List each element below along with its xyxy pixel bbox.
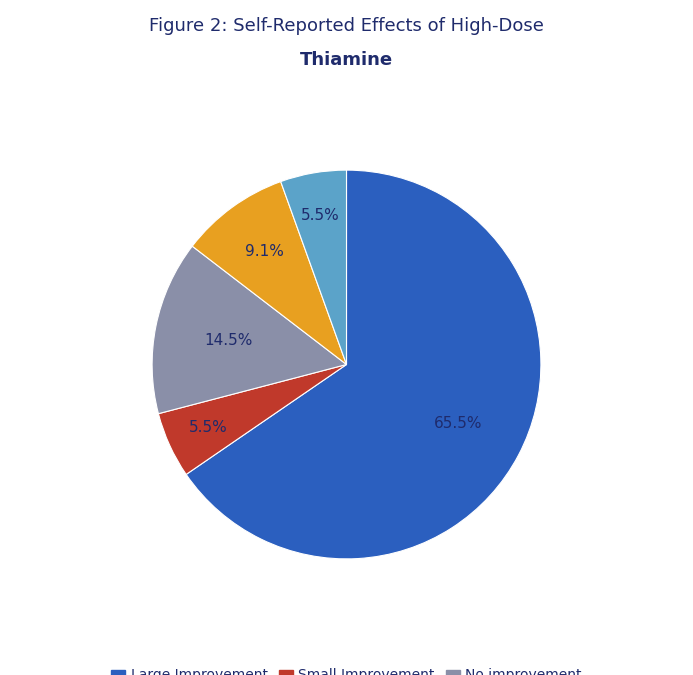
Text: 14.5%: 14.5% <box>204 333 252 348</box>
Text: 5.5%: 5.5% <box>301 208 340 223</box>
Text: 5.5%: 5.5% <box>189 420 228 435</box>
Legend: Large Improvement, Small Improvement, No improvement: Large Improvement, Small Improvement, No… <box>106 663 587 675</box>
Wedge shape <box>159 364 346 475</box>
Text: Figure 2: Self-Reported Effects of High-Dose: Figure 2: Self-Reported Effects of High-… <box>149 17 544 35</box>
Wedge shape <box>281 170 346 364</box>
Text: 9.1%: 9.1% <box>245 244 283 259</box>
Text: 65.5%: 65.5% <box>434 416 482 431</box>
Wedge shape <box>186 170 541 559</box>
Wedge shape <box>192 182 346 364</box>
Text: Thiamine: Thiamine <box>300 51 393 69</box>
Wedge shape <box>152 246 346 414</box>
